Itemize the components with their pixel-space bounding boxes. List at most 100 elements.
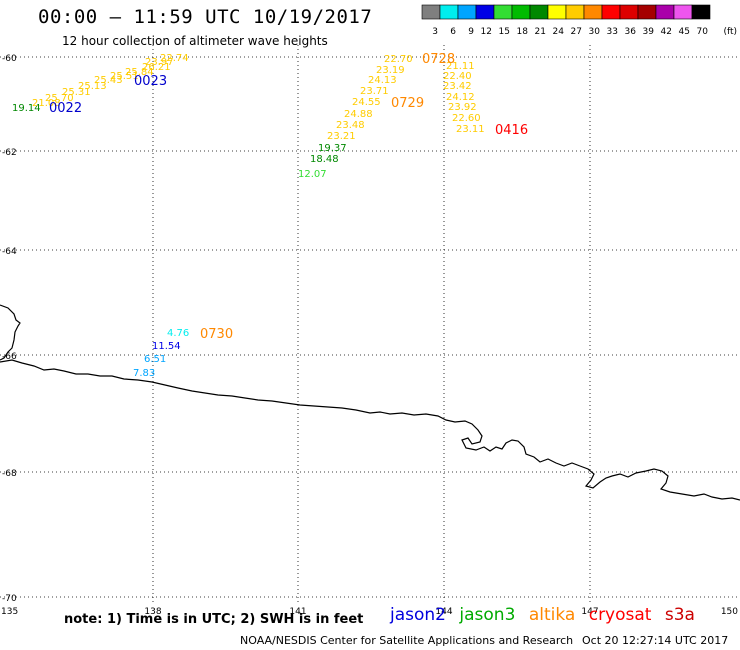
wave-height-value: 24.88: [344, 109, 373, 120]
pass-time-label: 0730: [200, 327, 233, 342]
satellite-jason3: jason3: [459, 605, 516, 625]
wave-height-value: 19.37: [318, 143, 347, 154]
legend-label-70: 70: [697, 27, 709, 37]
wave-height-value: 7.83: [133, 368, 155, 379]
wave-height-value: 23.97: [145, 57, 174, 68]
legend-swatch-9: [457, 4, 477, 20]
legend-swatch-30: [583, 4, 603, 20]
legend-label-45: 45: [679, 27, 690, 37]
wave-height-value: 4.76: [167, 328, 189, 339]
legend-unit: (ft): [723, 27, 737, 37]
legend-swatch-24: [547, 4, 567, 20]
graticule: -60 -62 -64 -66 -68 -70 135 138 141 144 147 150: [0, 45, 740, 617]
wave-height-value: 25.70: [45, 93, 74, 104]
legend-swatch-27: [565, 4, 585, 20]
lat-label: -66: [2, 352, 17, 362]
lat-label: -68: [2, 469, 17, 479]
wave-height-value: 23.11: [456, 124, 485, 135]
wave-height-value: 23.48: [336, 120, 365, 131]
legend-label-18: 18: [517, 27, 529, 37]
satellite-s3a: s3a: [664, 605, 695, 625]
wave-height-value: 25.43: [94, 75, 123, 86]
note-text: note: 1) Time is in UTC; 2) SWH is in fe…: [64, 612, 364, 627]
lat-label: -62: [2, 148, 17, 158]
pass-time-label: 0729: [391, 96, 424, 111]
wave-height-value: 11.54: [152, 341, 181, 352]
legend-label-3: 3: [432, 27, 438, 37]
wave-height-value: 21.08: [32, 98, 61, 109]
lat-label: -64: [2, 247, 17, 257]
legend-label-15: 15: [499, 27, 510, 37]
antarctic-coastline: [0, 304, 740, 501]
legend-swatch-42: [655, 4, 675, 20]
legend-label-42: 42: [661, 27, 672, 37]
legend-swatch-6: [439, 4, 459, 20]
wave-height-value: 19.14: [12, 103, 41, 114]
wave-height-value: 23.19: [376, 65, 405, 76]
legend-label-27: 27: [571, 27, 582, 37]
wave-height-value: 6.51: [144, 354, 166, 365]
legend-swatch-36: [619, 4, 639, 20]
legend-label-39: 39: [643, 27, 655, 37]
footer-credit: NOAA/NESDIS Center for Satellite Applica…: [240, 634, 574, 647]
lat-label: -60: [2, 54, 17, 64]
color-legend: 3 6 9 12 15 18 21 24 27 30 33 36 39 42 45 70 (ft): [421, 4, 737, 37]
legend-swatch-18: [511, 4, 531, 20]
satellite-cryosat: cryosat: [588, 605, 652, 625]
wave-height-value: 24.13: [368, 75, 397, 86]
pass-time-label: 0728: [422, 52, 455, 67]
wave-height-value: 25.31: [62, 87, 91, 98]
wave-height-value: 26.21: [142, 62, 171, 73]
legend-label-21: 21: [535, 27, 546, 37]
wave-height-value: 25.84: [125, 67, 154, 78]
lon-label: 138: [144, 607, 161, 617]
legend-swatch-33: [601, 4, 621, 20]
wave-height-value: 22.70: [384, 54, 413, 65]
wave-height-value: 22.40: [443, 71, 472, 82]
satellite-altika: altika: [528, 605, 576, 625]
wave-height-value: 25.51: [110, 71, 139, 82]
legend-label-30: 30: [589, 27, 601, 37]
wave-height-value: 24.12: [446, 92, 475, 103]
satellite-key: jason2 jason3 altika cryosat s3a: [390, 605, 703, 625]
wave-height-value: 22.74: [160, 53, 189, 64]
wave-height-value: 23.42: [443, 81, 472, 92]
wave-height-value: 24.55: [352, 97, 381, 108]
legend-label-24: 24: [553, 27, 565, 37]
wave-height-value: 22.60: [452, 113, 481, 124]
satellite-jason2: jason2: [390, 605, 446, 625]
legend-swatch-15: [493, 4, 513, 20]
legend-label-12: 12: [481, 27, 492, 37]
legend-label-33: 33: [607, 27, 618, 37]
legend-label-9: 9: [468, 27, 474, 37]
legend-swatch-45: [673, 4, 693, 20]
pass-time-label: 0416: [495, 123, 528, 138]
wave-height-value: 23.21: [327, 131, 356, 142]
lon-label: 150: [721, 607, 738, 617]
legend-swatch-70: [691, 4, 711, 20]
wave-height-value: 18.48: [310, 154, 339, 165]
lon-label: 144: [435, 607, 452, 617]
wave-height-value: 12.07: [298, 169, 327, 180]
wave-height-value: 23.71: [360, 86, 389, 97]
pass-time-labels: 0022 0023 0728 0729 0416 0730: [49, 52, 528, 342]
footer-timestamp: Oct 20 12:27:14 UTC 2017: [582, 634, 729, 647]
page-subtitle: 12 hour collection of altimeter wave hei…: [62, 34, 328, 48]
legend-label-36: 36: [625, 27, 637, 37]
wave-height-labels: 19.1421.0825.7025.3125.1325.4325.5125.84…: [12, 53, 485, 379]
lon-label: 141: [289, 607, 306, 617]
legend-swatch-21: [529, 4, 549, 20]
lat-label: -70: [2, 594, 17, 604]
wave-height-value: 23.92: [448, 102, 477, 113]
legend-label-6: 6: [450, 27, 456, 37]
legend-swatch-39: [637, 4, 657, 20]
legend-swatch-12: [475, 4, 495, 20]
page-title: 00:00 – 11:59 UTC 10/19/2017: [38, 6, 373, 28]
lon-label: 147: [581, 607, 598, 617]
lon-label: 135: [1, 607, 18, 617]
pass-time-label: 0022: [49, 101, 82, 116]
wave-height-value: 21.11: [446, 61, 475, 72]
pass-time-label: 0023: [134, 74, 167, 89]
